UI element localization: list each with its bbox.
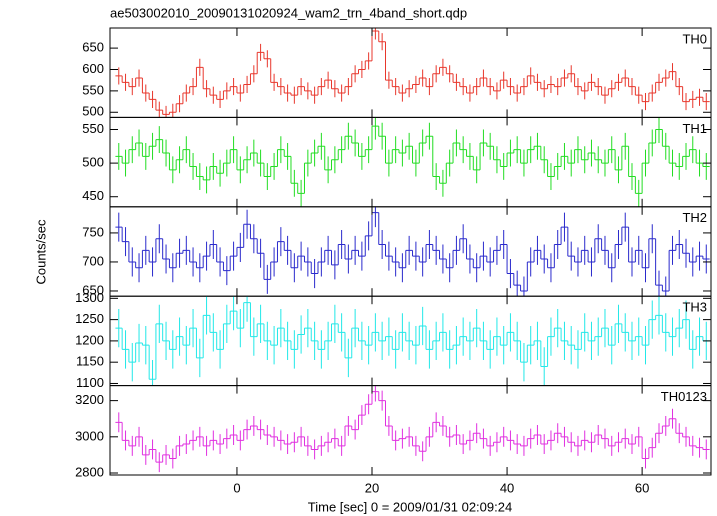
panel: [115, 117, 710, 207]
y-tick-label: 1300: [75, 290, 104, 305]
step-connector: [121, 212, 704, 291]
y-tick-label: 650: [82, 40, 104, 55]
step-connector: [121, 302, 704, 380]
panel-label: TH0: [682, 31, 707, 46]
x-tick-label: 40: [500, 480, 514, 495]
y-tick-label: 500: [82, 155, 104, 170]
panel: [115, 296, 710, 386]
y-tick-label: 1100: [76, 375, 104, 390]
y-tick-label: 3200: [75, 392, 104, 407]
y-tick-label: 2800: [75, 464, 104, 479]
y-tick-label: 500: [82, 104, 104, 119]
x-axis-label: Time [sec] 0 = 2009/01/31 02:09:24: [308, 499, 512, 514]
panel: [115, 206, 710, 297]
y-tick-label: 700: [82, 253, 104, 268]
step-connector: [121, 126, 704, 194]
x-tick-label: 0: [233, 480, 240, 495]
step-connector: [121, 30, 704, 115]
x-tick-label: 60: [635, 480, 649, 495]
panel-label: TH2: [682, 210, 707, 225]
y-tick-label: 550: [82, 82, 104, 97]
panel-label: TH0123: [661, 389, 707, 404]
y-tick-label: 1200: [75, 332, 104, 347]
panel-frame: [109, 206, 712, 297]
y-tick-label: 1250: [75, 311, 104, 326]
panel: [115, 28, 710, 118]
panel-label: TH3: [682, 300, 707, 315]
y-tick-label: 600: [82, 61, 104, 76]
panel-label: TH1: [682, 121, 707, 136]
chart-title: ae503002010_20090131020924_wam2_trn_4ban…: [110, 5, 467, 20]
y-tick-label: 450: [82, 188, 104, 203]
y-tick-label: 3000: [75, 428, 104, 443]
x-tick-label: 20: [365, 480, 379, 495]
y-tick-label: 650: [82, 282, 104, 297]
step-connector: [121, 391, 704, 463]
y-axis-label: Counts/sec: [33, 219, 48, 285]
y-tick-label: 750: [82, 224, 104, 239]
y-tick-label: 1150: [76, 354, 104, 369]
panel-frame: [109, 116, 712, 208]
y-tick-label: 550: [82, 121, 104, 136]
panel: [115, 385, 710, 473]
panel-frame: [109, 385, 712, 476]
